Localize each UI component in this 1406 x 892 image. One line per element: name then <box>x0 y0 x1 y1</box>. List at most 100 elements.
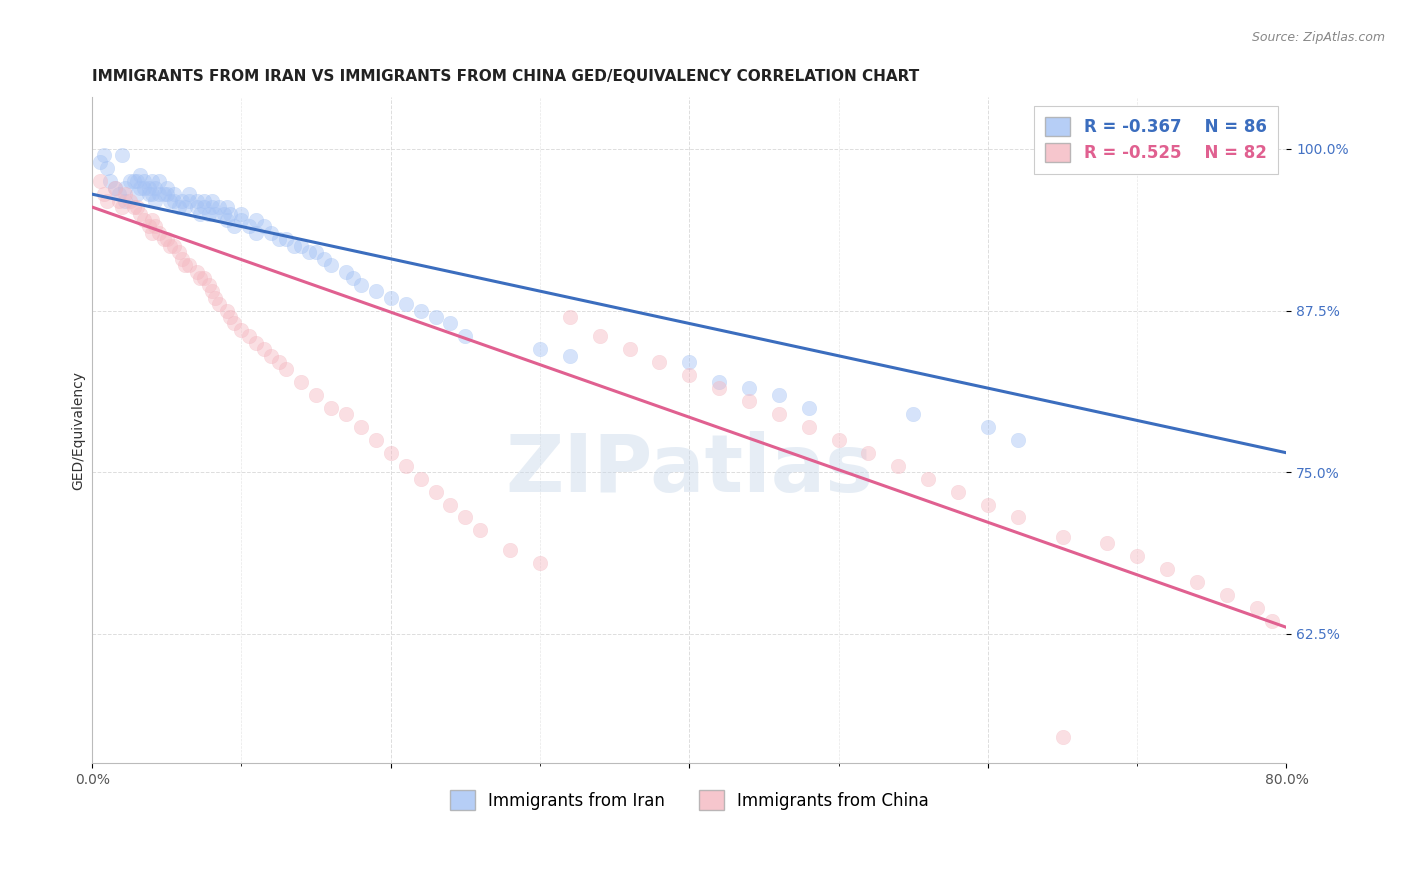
Point <box>425 310 447 324</box>
Point <box>1216 588 1239 602</box>
Point <box>1007 510 1029 524</box>
Point <box>619 343 641 357</box>
Point <box>253 219 276 234</box>
Point <box>218 310 240 324</box>
Point <box>179 187 201 202</box>
Point <box>648 355 671 369</box>
Point <box>163 194 186 208</box>
Point <box>179 194 201 208</box>
Point <box>499 542 522 557</box>
Point <box>245 226 267 240</box>
Point <box>188 271 211 285</box>
Point <box>138 180 160 194</box>
Point <box>709 381 731 395</box>
Point <box>298 245 321 260</box>
Point <box>395 297 418 311</box>
Point <box>129 206 152 220</box>
Point <box>114 187 136 202</box>
Point <box>159 239 181 253</box>
Point <box>118 194 141 208</box>
Point <box>108 187 131 202</box>
Point <box>215 303 238 318</box>
Point <box>156 187 179 202</box>
Y-axis label: GED/Equivalency: GED/Equivalency <box>72 371 86 490</box>
Point <box>335 407 357 421</box>
Point <box>212 206 235 220</box>
Point <box>738 394 761 409</box>
Point <box>439 498 461 512</box>
Point <box>129 180 152 194</box>
Point <box>470 524 492 538</box>
Point <box>96 194 118 208</box>
Point <box>201 194 224 208</box>
Point <box>173 200 195 214</box>
Point <box>977 498 1000 512</box>
Point <box>319 258 342 272</box>
Point <box>276 361 298 376</box>
Point <box>197 277 219 292</box>
Point <box>364 433 387 447</box>
Point <box>89 154 111 169</box>
Point <box>260 226 283 240</box>
Point <box>153 187 176 202</box>
Point <box>114 180 136 194</box>
Point <box>678 368 700 383</box>
Point <box>156 180 179 194</box>
Point <box>558 349 581 363</box>
Point <box>1126 549 1149 564</box>
Point <box>173 258 195 272</box>
Point <box>395 458 418 473</box>
Point <box>1052 731 1074 745</box>
Point <box>290 239 312 253</box>
Point <box>797 420 820 434</box>
Point <box>797 401 820 415</box>
Point <box>134 180 156 194</box>
Legend: Immigrants from Iran, Immigrants from China: Immigrants from Iran, Immigrants from Ch… <box>439 779 941 822</box>
Point <box>208 200 231 214</box>
Point <box>917 472 939 486</box>
Point <box>118 174 141 188</box>
Point <box>260 349 283 363</box>
Point <box>114 194 136 208</box>
Point <box>364 284 387 298</box>
Point <box>193 200 215 214</box>
Point <box>193 271 215 285</box>
Point <box>170 194 193 208</box>
Point <box>290 375 312 389</box>
Point <box>231 213 253 227</box>
Point <box>827 433 849 447</box>
Point <box>350 277 373 292</box>
Point <box>188 206 211 220</box>
Point <box>768 407 790 421</box>
Point <box>1052 530 1074 544</box>
Point <box>186 194 208 208</box>
Point <box>141 187 163 202</box>
Point <box>454 329 477 343</box>
Point <box>267 232 290 246</box>
Point <box>529 343 551 357</box>
Text: IMMIGRANTS FROM IRAN VS IMMIGRANTS FROM CHINA GED/EQUIVALENCY CORRELATION CHART: IMMIGRANTS FROM IRAN VS IMMIGRANTS FROM … <box>93 69 920 84</box>
Point <box>111 148 134 162</box>
Point <box>143 219 166 234</box>
Point <box>148 187 170 202</box>
Point <box>122 174 145 188</box>
Point <box>350 420 373 434</box>
Point <box>253 343 276 357</box>
Point <box>238 219 260 234</box>
Point <box>134 213 156 227</box>
Point <box>98 174 121 188</box>
Point <box>1260 614 1282 628</box>
Point <box>186 265 208 279</box>
Point <box>170 252 193 266</box>
Point <box>193 194 215 208</box>
Point <box>141 213 163 227</box>
Point <box>1097 536 1119 550</box>
Point <box>111 200 134 214</box>
Point <box>678 355 700 369</box>
Point <box>1007 433 1029 447</box>
Point <box>93 187 115 202</box>
Point <box>709 375 731 389</box>
Point <box>186 200 208 214</box>
Point <box>768 387 790 401</box>
Point <box>141 174 163 188</box>
